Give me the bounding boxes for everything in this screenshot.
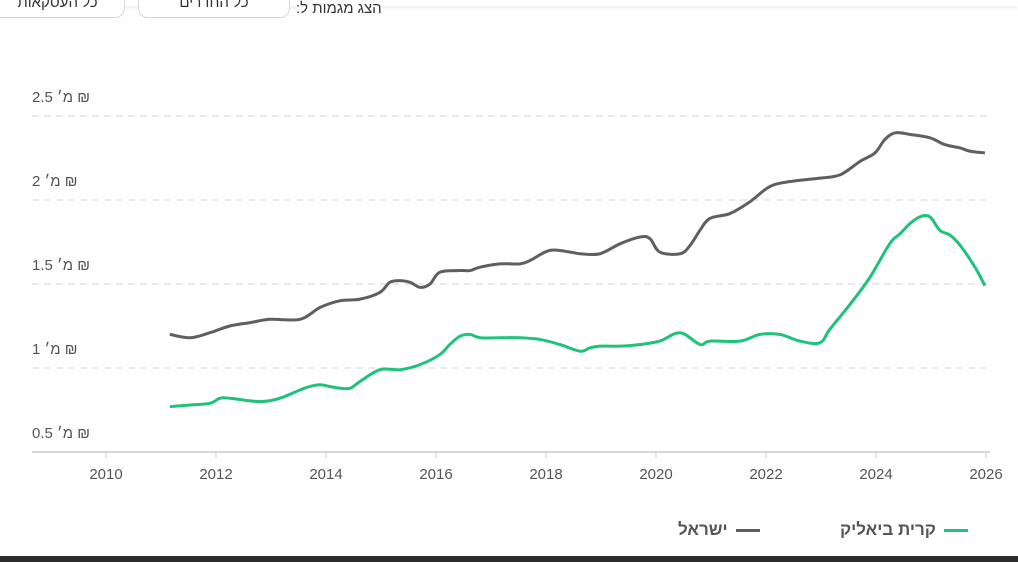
rooms-filter-button[interactable]: כל החדרים <box>138 0 290 18</box>
y-tick-label: 0.5 מ׳ ₪ <box>32 425 90 442</box>
x-tick-label: 2016 <box>419 466 452 483</box>
show-trends-label: הצג מגמות ל: <box>296 0 382 18</box>
y-tick-label: 2 מ׳ ₪ <box>32 173 78 190</box>
x-tick-label: 2010 <box>89 466 122 483</box>
y-tick-label: 1.5 מ׳ ₪ <box>32 257 90 274</box>
legend-swatch <box>943 528 968 532</box>
rooms-filter-label: כל החדרים <box>179 0 249 11</box>
x-tick-label: 2024 <box>859 466 892 483</box>
x-tick-label: 2022 <box>749 466 782 483</box>
x-tick-label: 2012 <box>199 466 232 483</box>
y-tick-label: 1 מ׳ ₪ <box>32 341 78 358</box>
series-line-kiryat-bialik <box>169 214 987 409</box>
bottom-bar <box>0 556 1018 562</box>
legend-label: קרית ביאליק <box>840 520 936 539</box>
x-tick-label: 2014 <box>309 466 342 483</box>
legend-label: ישראל <box>678 520 728 539</box>
x-tick-label: 2026 <box>969 466 1002 483</box>
filter-bar <box>0 0 1018 6</box>
legend-swatch <box>735 528 760 532</box>
x-tick-label: 2020 <box>639 466 672 483</box>
legend-item-israel[interactable]: ישראל <box>678 520 760 540</box>
y-tick-label: 2.5 מ׳ ₪ <box>32 89 90 106</box>
deals-filter-label: כל העסקאות <box>17 0 98 11</box>
series-line-israel <box>169 131 986 340</box>
x-tick-label: 2018 <box>529 466 562 483</box>
deals-filter-button[interactable]: כל העסקאות <box>0 0 125 18</box>
legend-item-kiryat-bialik[interactable]: קרית ביאליק <box>840 520 968 540</box>
